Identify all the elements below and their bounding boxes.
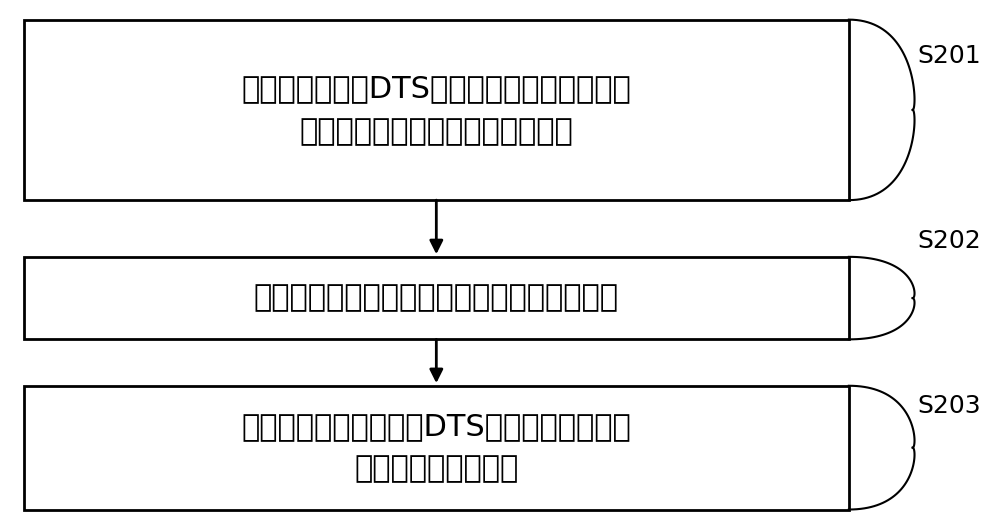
Bar	[24, 19, 849, 200]
Text: 每间隔预设时间段查看所述标志位是否被置位: 每间隔预设时间段查看所述标志位是否被置位	[254, 283, 619, 313]
Bar	[24, 257, 849, 340]
Text: S202: S202	[918, 230, 981, 254]
Text: 若被置位，则判定所述DTS温度值有更新并清
除所述标志位的数据: 若被置位，则判定所述DTS温度值有更新并清 除所述标志位的数据	[241, 412, 631, 484]
Text: 将获取到的所述DTS温度值写入第一存储地址
，同时在第二存储地址设置标志位: 将获取到的所述DTS温度值写入第一存储地址 ，同时在第二存储地址设置标志位	[241, 74, 631, 146]
Text: S201: S201	[918, 43, 981, 68]
Bar	[24, 386, 849, 509]
Text: S203: S203	[918, 395, 981, 418]
